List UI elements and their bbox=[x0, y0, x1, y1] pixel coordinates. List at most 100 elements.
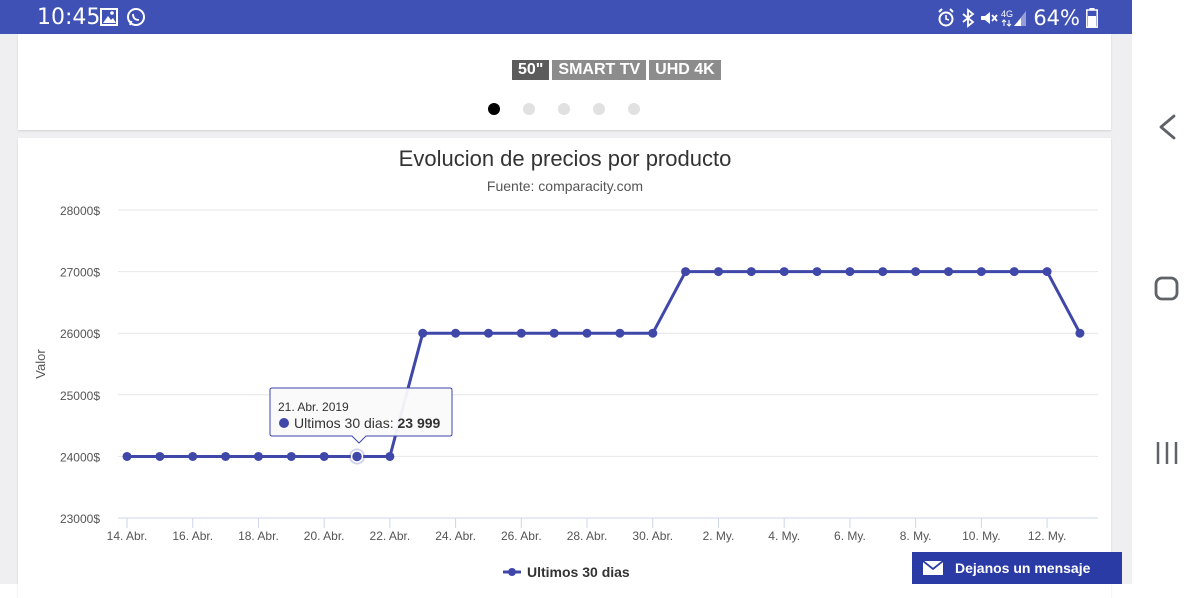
series-line bbox=[127, 270, 1082, 458]
mail-icon bbox=[923, 561, 943, 575]
x-tick-label: 26. Abr. bbox=[501, 529, 542, 543]
data-point[interactable] bbox=[812, 267, 822, 277]
x-tick-label: 24. Abr. bbox=[435, 529, 476, 543]
data-point[interactable] bbox=[779, 267, 789, 277]
tooltip-marker-icon bbox=[279, 418, 289, 428]
bluetooth-icon bbox=[962, 8, 975, 28]
carousel-dot[interactable] bbox=[628, 103, 640, 115]
y-tick-label: 25000$ bbox=[60, 389, 100, 403]
legend[interactable]: Ultimos 30 dias bbox=[503, 564, 630, 580]
data-point[interactable] bbox=[1075, 328, 1085, 338]
data-point[interactable] bbox=[648, 328, 658, 338]
x-tick-label: 8. My. bbox=[900, 529, 932, 543]
tooltip-line: Ultimos 30 dias: 23 999 bbox=[294, 415, 441, 431]
page-content: 50" SMART TV UHD 4K bbox=[0, 34, 1132, 598]
data-point[interactable] bbox=[286, 451, 296, 461]
x-tick-label: 16. Abr. bbox=[172, 529, 213, 543]
chart-subtitle: Fuente: comparacity.com bbox=[487, 178, 643, 194]
legend-marker-icon bbox=[508, 568, 516, 576]
data-point[interactable] bbox=[878, 267, 888, 277]
signal-icon bbox=[1014, 11, 1027, 26]
data-point[interactable] bbox=[319, 451, 329, 461]
x-tick-label: 30. Abr. bbox=[632, 529, 673, 543]
whatsapp-icon bbox=[127, 8, 145, 26]
x-tick-label: 20. Abr. bbox=[304, 529, 345, 543]
data-point[interactable] bbox=[944, 267, 953, 277]
x-axis: 14. Abr. 16. Abr. 18. Abr. 20. Abr. 22. Abr.… bbox=[107, 518, 1066, 543]
status-left-icons bbox=[100, 8, 160, 33]
data-point[interactable] bbox=[516, 328, 526, 338]
x-tick-label: 18. Abr. bbox=[238, 529, 279, 543]
tooltip-series: Ultimos 30 dias bbox=[294, 415, 390, 431]
badge-smart-tv: SMART TV bbox=[552, 60, 647, 80]
carousel-dots bbox=[488, 103, 640, 115]
back-icon[interactable] bbox=[1159, 114, 1176, 140]
data-point[interactable] bbox=[549, 328, 559, 338]
data-point[interactable] bbox=[385, 451, 395, 461]
status-time: 10:45 bbox=[37, 5, 101, 30]
tooltip-date: 21. Abr. 2019 bbox=[278, 400, 349, 414]
battery-percent: 64% bbox=[1033, 6, 1080, 30]
data-point[interactable] bbox=[188, 451, 198, 461]
tooltip-value: 23 999 bbox=[397, 415, 440, 431]
message-button-label: Dejanos un mensaje bbox=[955, 560, 1091, 576]
carousel-dot[interactable] bbox=[523, 103, 535, 115]
chart-card bbox=[18, 138, 1111, 598]
data-point-highlighted[interactable] bbox=[350, 450, 364, 463]
y-axis: 23000$ 24000$ 25000$ 26000$ 27000$ 28000$ bbox=[60, 204, 100, 526]
data-point[interactable] bbox=[418, 328, 428, 338]
data-point[interactable] bbox=[253, 451, 263, 461]
y-tick-label: 28000$ bbox=[60, 204, 100, 218]
series-ultimos-30-dias bbox=[122, 267, 1085, 465]
navigation-bar bbox=[1132, 0, 1200, 584]
badge-size: 50" bbox=[512, 60, 550, 80]
data-point[interactable] bbox=[911, 267, 921, 277]
carousel-dot[interactable] bbox=[558, 103, 570, 115]
data-point[interactable] bbox=[845, 267, 855, 277]
alarm-icon bbox=[938, 8, 955, 27]
status-right-icons: 4G 64% bbox=[937, 6, 1098, 30]
data-point[interactable] bbox=[976, 267, 986, 277]
x-tick-label: 28. Abr. bbox=[567, 529, 608, 543]
data-point[interactable] bbox=[451, 328, 461, 338]
x-tick-label: 6. My. bbox=[834, 529, 866, 543]
message-button[interactable]: Dejanos un mensaje bbox=[912, 552, 1122, 584]
mute-icon bbox=[981, 12, 999, 24]
battery-icon bbox=[1086, 8, 1098, 28]
carousel-dot[interactable] bbox=[488, 103, 500, 115]
price-chart: Evolucion de precios por producto Fuente… bbox=[33, 146, 1098, 580]
x-tick-label: 10. My. bbox=[962, 529, 1000, 543]
recents-icon[interactable] bbox=[1156, 442, 1178, 464]
network-type: 4G bbox=[1001, 9, 1013, 27]
data-point[interactable] bbox=[713, 267, 723, 277]
y-tick-label: 26000$ bbox=[60, 327, 100, 341]
y-axis-label: Valor bbox=[33, 349, 48, 379]
chart-title: Evolucion de precios por producto bbox=[399, 146, 732, 171]
y-tick-label: 23000$ bbox=[60, 512, 100, 526]
svg-text:4G: 4G bbox=[1001, 9, 1013, 19]
data-point[interactable] bbox=[1042, 267, 1052, 277]
tooltip: 21. Abr. 2019 Ultimos 30 dias: 23 999 bbox=[269, 387, 453, 444]
data-point[interactable] bbox=[483, 328, 493, 338]
y-tick-label: 24000$ bbox=[60, 450, 100, 464]
data-point[interactable] bbox=[155, 451, 165, 461]
y-tick-label: 27000$ bbox=[60, 266, 100, 280]
data-point[interactable] bbox=[746, 267, 756, 277]
data-point[interactable] bbox=[615, 328, 625, 338]
home-icon[interactable] bbox=[1154, 276, 1179, 301]
data-point[interactable] bbox=[582, 328, 592, 338]
product-card: 50" SMART TV UHD 4K bbox=[18, 34, 1111, 130]
x-tick-label: 22. Abr. bbox=[370, 529, 411, 543]
badge-uhd: UHD 4K bbox=[649, 60, 721, 80]
carousel-dot[interactable] bbox=[593, 103, 605, 115]
x-tick-label: 14. Abr. bbox=[107, 529, 148, 543]
status-bar: 10:45 bbox=[0, 0, 1132, 34]
data-point[interactable] bbox=[221, 451, 231, 461]
product-badges: 50" SMART TV UHD 4K bbox=[512, 60, 721, 80]
x-tick-label: 4. My. bbox=[768, 529, 800, 543]
x-tick-label: 2. My. bbox=[703, 529, 735, 543]
data-point[interactable] bbox=[1009, 267, 1019, 277]
data-point[interactable] bbox=[122, 451, 132, 461]
data-point[interactable] bbox=[681, 267, 691, 277]
legend-label: Ultimos 30 dias bbox=[527, 564, 630, 580]
